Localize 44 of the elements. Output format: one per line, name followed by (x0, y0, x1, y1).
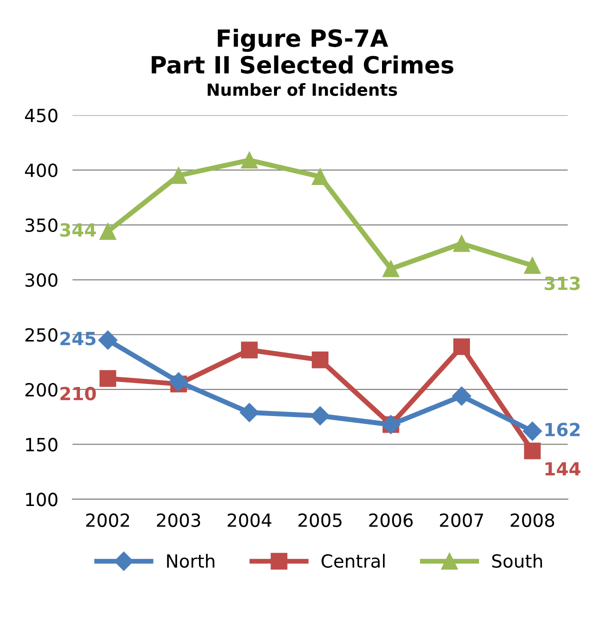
data-label: 245 (60, 332, 96, 346)
point (524, 257, 541, 274)
legend-label: North (167, 554, 214, 568)
point (312, 352, 328, 368)
x-tick-label: 2006 (369, 513, 413, 528)
point (524, 442, 541, 460)
x-tick-label: 2005 (298, 513, 342, 528)
point (312, 168, 328, 185)
y-tick-label: 400 (25, 164, 58, 178)
data-label: 162 (546, 422, 580, 436)
legend-label: South (492, 554, 542, 568)
x-tick-label: 2002 (86, 513, 130, 528)
point (382, 260, 400, 278)
point (452, 386, 472, 406)
x-tick-label: 2004 (228, 513, 272, 528)
point (310, 406, 330, 426)
x-tick-label: 2003 (156, 513, 200, 528)
point (98, 330, 118, 350)
x-tick-label: 2007 (440, 513, 484, 528)
x-tick-label: 2008 (510, 513, 554, 528)
data-label: 313 (544, 276, 580, 290)
y-tick-label: 200 (25, 382, 58, 397)
point (169, 372, 188, 392)
point (241, 342, 258, 358)
point (100, 223, 116, 240)
legend-label: Central (322, 554, 385, 568)
point (240, 402, 259, 422)
y-tick-label: 350 (26, 218, 58, 232)
data-label: 344 (60, 223, 96, 237)
chart-title: Figure PS-7A Part II Selected Crimes (152, 28, 454, 74)
y-tick-label: 300 (26, 273, 58, 287)
y-tick-label: 100 (26, 492, 58, 506)
y-tick-label: 250 (25, 328, 58, 342)
y-tick-label: 150 (26, 438, 58, 452)
data-label: 210 (60, 386, 96, 400)
point (170, 167, 187, 184)
point (100, 370, 116, 387)
point (453, 235, 470, 252)
y-tick-label: 450 (25, 108, 58, 122)
chart-subtitle: Number of Incidents (208, 83, 398, 96)
point (453, 338, 470, 356)
data-label: 144 (546, 462, 580, 476)
point (241, 152, 258, 169)
point (522, 422, 542, 441)
